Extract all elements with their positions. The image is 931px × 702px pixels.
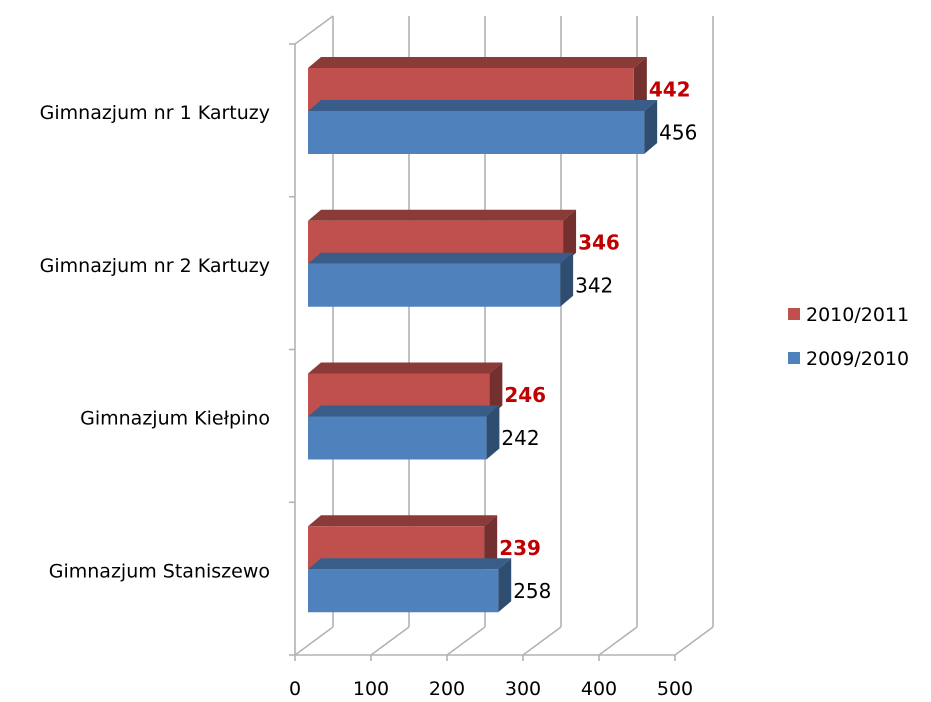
legend: 2010/2011 2009/2010 <box>788 304 909 370</box>
bars <box>308 57 658 613</box>
bar-top-face <box>308 405 500 417</box>
legend-swatch <box>788 308 800 320</box>
value-label: 346 <box>578 230 620 254</box>
bar-top-face <box>308 515 498 527</box>
left-wall-top-edge <box>294 15 334 45</box>
bar-top-face <box>308 558 512 570</box>
bar-side-face <box>633 57 647 111</box>
bar-front-face <box>308 416 487 460</box>
bar-2009/2010-Gimnazjum Staniszewo <box>308 558 512 613</box>
floor-gridline <box>522 626 562 656</box>
bar-2009/2010-Gimnazjum Kiełpino <box>308 405 500 460</box>
x-tick-label: 300 <box>505 678 541 700</box>
category-label: Gimnazjum nr 2 Kartuzy <box>40 255 270 277</box>
x-tick-label: 0 <box>289 678 301 700</box>
value-label: 456 <box>659 121 697 145</box>
bar-front-face <box>308 263 561 307</box>
bar-side-face <box>498 558 512 613</box>
bar-2009/2010-Gimnazjum nr 1 Kartuzy <box>308 100 658 154</box>
bar-front-face <box>308 569 499 613</box>
legend-label: 2009/2010 <box>806 348 909 370</box>
value-label: 342 <box>575 273 613 297</box>
bar-side-face <box>484 515 498 570</box>
axes <box>289 15 676 661</box>
category-label: Gimnazjum nr 1 Kartuzy <box>40 102 270 124</box>
floor-gridline <box>446 626 486 656</box>
x-tick-label: 500 <box>657 678 693 700</box>
value-label: 442 <box>649 78 691 102</box>
value-label: 239 <box>499 536 541 560</box>
legend-swatch <box>788 352 800 364</box>
bar-top-face <box>308 252 574 264</box>
value-labels: 442 456 346 342 246 242 239 258 <box>499 78 697 603</box>
value-label: 242 <box>501 426 539 450</box>
value-label: 258 <box>513 579 551 603</box>
value-label: 246 <box>504 383 546 407</box>
category-label: Gimnazjum Kiełpino <box>80 408 270 430</box>
bar-2009/2010-Gimnazjum nr 2 Kartuzy <box>308 252 574 307</box>
bar-side-face <box>563 209 577 264</box>
floor-gridline <box>674 626 714 656</box>
floor-gridline <box>370 626 410 656</box>
floor-gridline <box>294 626 334 656</box>
bar-top-face <box>308 100 658 111</box>
legend-label: 2010/2011 <box>806 304 909 326</box>
bar-top-face <box>308 57 647 68</box>
category-label: Gimnazjum Staniszewo <box>49 560 270 582</box>
bar-side-face <box>486 405 500 460</box>
bar-side-face <box>644 100 658 154</box>
bar-side-face <box>560 252 574 307</box>
bar-top-face <box>308 362 503 374</box>
x-tick-label: 200 <box>429 678 465 700</box>
category-labels: Gimnazjum nr 1 Kartuzy Gimnazjum nr 2 Kar… <box>40 102 270 582</box>
bar-top-face <box>308 209 577 221</box>
tick-labels: 0 100 200 300 400 500 <box>289 678 693 700</box>
x-tick-label: 400 <box>581 678 617 700</box>
floor-gridline <box>598 626 638 656</box>
bar-side-face <box>489 362 503 417</box>
x-tick-label: 100 <box>353 678 389 700</box>
bar-front-face <box>308 111 645 154</box>
